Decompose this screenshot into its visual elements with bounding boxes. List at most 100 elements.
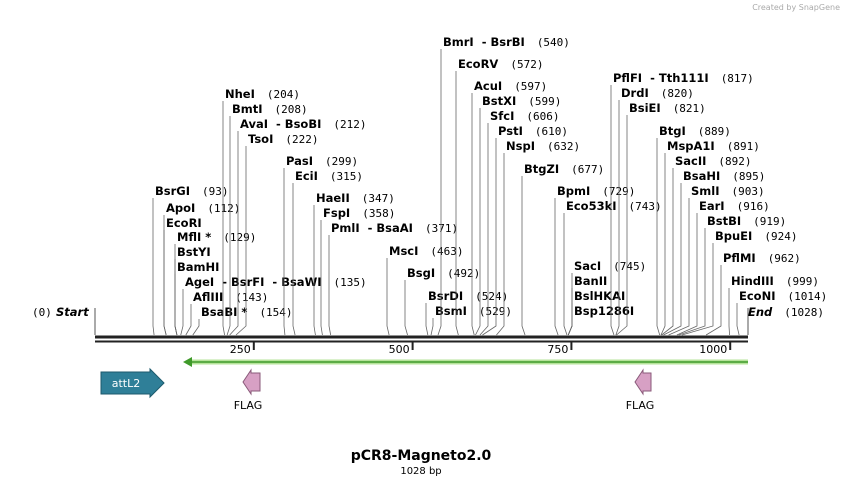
site-line (386, 258, 390, 336)
site-line (180, 289, 184, 336)
site-line (404, 280, 408, 336)
site-name: BsiEI (629, 101, 661, 115)
site-name: EarI (699, 199, 725, 213)
site-name: AvaI - BsoBI (240, 117, 321, 131)
site-position: (371) (425, 222, 458, 235)
site-line (430, 318, 434, 336)
tick-label: 1000 (699, 343, 727, 356)
site-name: BpuEI (715, 229, 752, 243)
site-line (728, 288, 730, 336)
site-name: BamHI (177, 260, 219, 274)
site-line (661, 168, 674, 336)
site-position: (358) (362, 207, 395, 220)
site-name: BsaBI * (201, 305, 247, 319)
site-name: BtgI (659, 124, 686, 138)
site-position: (820) (661, 87, 694, 100)
site-name: BanII (574, 274, 607, 288)
site-line (616, 115, 628, 336)
site-position: (135) (334, 276, 367, 289)
site-line (610, 85, 615, 336)
site-name: EciI (295, 169, 318, 183)
site-line (152, 198, 155, 336)
site-line (192, 319, 200, 336)
site-position: (632) (547, 140, 580, 153)
site-name: AgeI - BsrFI - BsaWI (185, 275, 322, 289)
feature-arrow (242, 368, 261, 396)
site-name: MspA1I (667, 139, 715, 153)
site-name: BsmI (435, 304, 467, 318)
site-line (320, 220, 323, 336)
site-line (482, 138, 497, 336)
site-name: BstXI (482, 94, 516, 108)
site-name: ApoI (166, 201, 195, 215)
start-position: (0) (32, 306, 52, 319)
site-name: AflIII (193, 290, 223, 304)
site-line (663, 183, 682, 336)
site-line (425, 303, 429, 336)
site-line (226, 116, 231, 336)
tick-label: 500 (389, 343, 410, 356)
length: 1028 bp (400, 466, 441, 477)
site-position: (463) (430, 245, 463, 258)
site-position: (492) (447, 267, 480, 280)
site-line (174, 274, 178, 336)
site-position: (892) (718, 155, 751, 168)
site-position: (916) (737, 200, 770, 213)
site-name: Bsp1286I (574, 304, 634, 318)
site-name: SmlI (691, 184, 720, 198)
site-line (705, 265, 722, 336)
site-line (678, 228, 706, 336)
site-line (455, 71, 459, 336)
site-position: (212) (333, 118, 366, 131)
site-position: (315) (330, 170, 363, 183)
site-position: (572) (510, 58, 543, 71)
site-name: Eco53kI (566, 199, 617, 213)
end-label: End (748, 305, 773, 319)
site-line (567, 318, 573, 336)
site-name: PstI (498, 124, 523, 138)
site-position: (903) (732, 185, 765, 198)
site-position: (143) (235, 291, 268, 304)
site-position: (597) (514, 80, 547, 93)
site-name: BstYI (177, 245, 211, 259)
site-line (567, 273, 573, 336)
site-position: (540) (537, 36, 570, 49)
site-name: SfcI (490, 109, 514, 123)
site-position: (895) (732, 170, 765, 183)
site-position: (529) (479, 305, 512, 318)
tick-label: 750 (547, 343, 568, 356)
site-position: (610) (535, 125, 568, 138)
site-position: (891) (727, 140, 760, 153)
site-position: (204) (267, 88, 300, 101)
site-name: NspI (506, 139, 535, 153)
site-name: HindIII (731, 274, 774, 288)
site-name: EcoRI (166, 216, 202, 230)
site-line (475, 108, 481, 336)
site-line (222, 101, 225, 336)
site-line (668, 198, 690, 336)
site-position: (129) (223, 231, 256, 244)
site-position: (743) (629, 200, 662, 213)
watermark: Created by SnapGene (752, 3, 840, 12)
site-name: BmtI (232, 102, 263, 116)
end-position: (1028) (784, 306, 824, 319)
site-position: (599) (528, 95, 561, 108)
site-name: FspI (323, 206, 350, 220)
site-name: EcoRV (458, 57, 498, 71)
site-line (554, 198, 559, 336)
site-line (471, 93, 475, 336)
site-name: PasI (286, 154, 313, 168)
site-position: (889) (698, 125, 731, 138)
site-name: NheI (225, 87, 255, 101)
site-name: SacI (574, 259, 601, 273)
site-line (676, 213, 698, 336)
site-position: (821) (673, 102, 706, 115)
site-line (479, 123, 489, 336)
site-position: (222) (285, 133, 318, 146)
site-name: PflFI - Tth111I (613, 71, 709, 85)
feature-label: attL2 (112, 377, 141, 390)
site-name: MscI (389, 244, 418, 258)
site-position: (606) (526, 110, 559, 123)
title: pCR8-Magneto2.0 (351, 448, 492, 464)
